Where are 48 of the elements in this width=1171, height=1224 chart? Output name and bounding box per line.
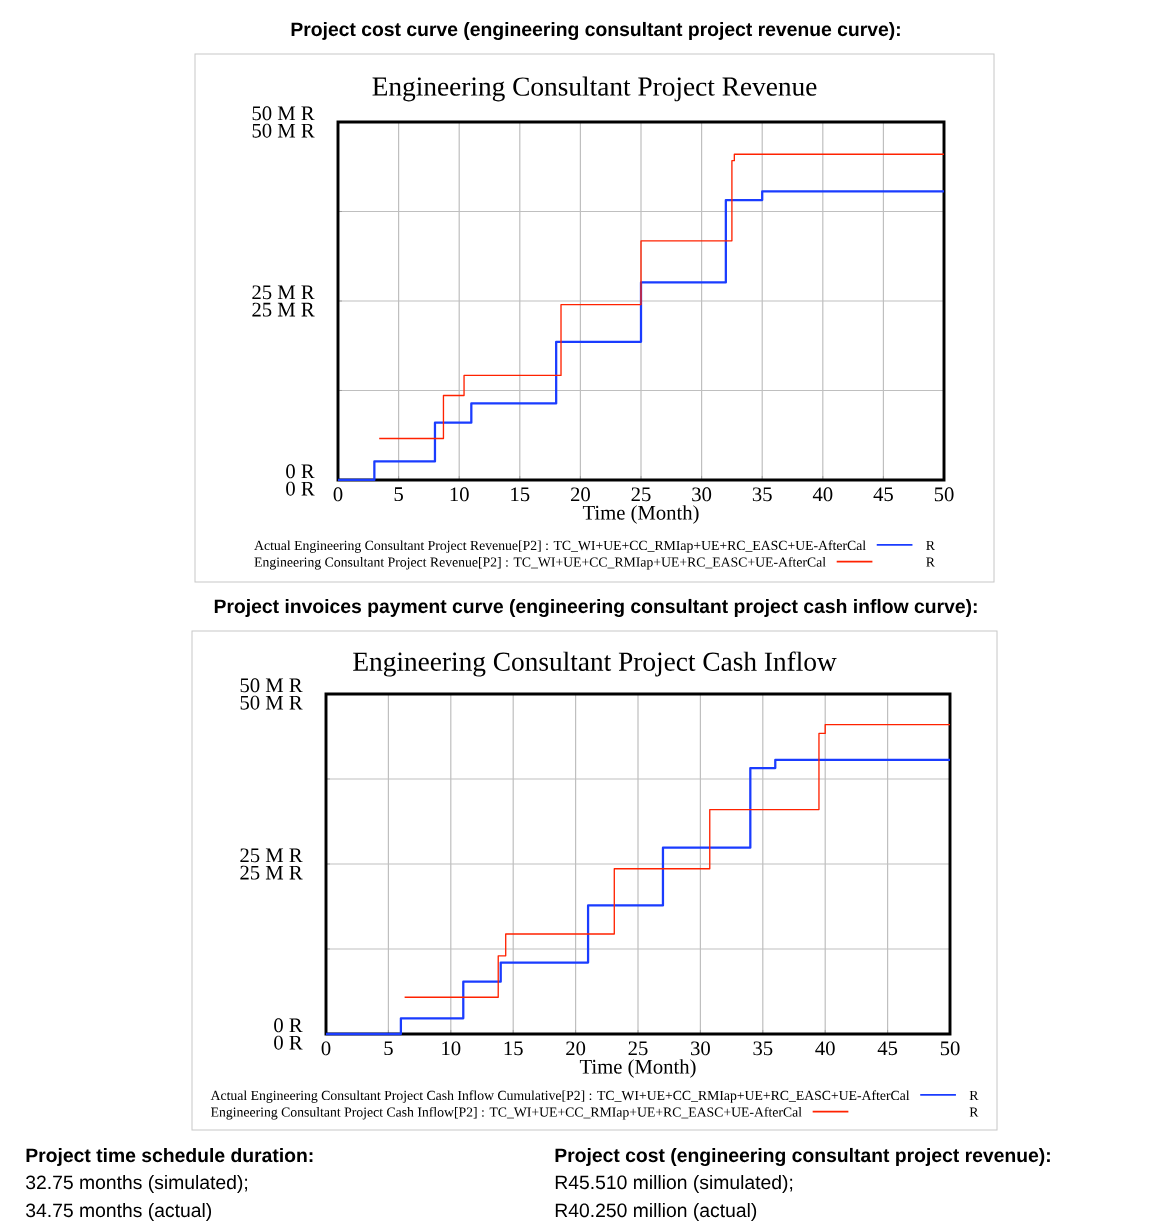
text: Project time schedule duration: (26, 1147, 313, 1167)
y-tick-label: 50 M R (240, 678, 303, 693)
y-tick-label: 25 M R (252, 285, 315, 300)
x-tick-label: 45 (873, 487, 893, 502)
text: 32.75 months (simulated); (26, 1174, 247, 1194)
x-tick-label: 35 (753, 1041, 773, 1056)
text: R (926, 557, 935, 567)
x-tick-label: 20 (570, 487, 590, 502)
legend-label: Actual Engineering Consultant Project Cash Inflow Cumulative[P2] : TC_WI+UE+CC_RMIap+UE+RC_EASC+UE-AfterCal (210, 1090, 910, 1103)
x-tick-label: 10 (450, 487, 469, 502)
y-tick-label: 50 M R (252, 106, 315, 121)
x-tick-label: 25 (631, 487, 651, 502)
x-tick-label: 45 (877, 1041, 898, 1056)
y-tick-label: 25 M R (240, 848, 303, 863)
text: R (926, 540, 935, 550)
x-tick-label: 50 (940, 1041, 960, 1056)
chart-subtitle: Engineering Consultant Project Cash Inflow (353, 651, 837, 677)
x-tick-label: 15 (504, 1041, 523, 1056)
x-tick-label: 35 (752, 487, 772, 502)
chart-subtitle: Engineering Consultant Project Revenue (372, 76, 817, 102)
x-tick-label: 10 (442, 1041, 461, 1056)
x-tick-label: 30 (691, 1041, 710, 1056)
x-axis-title: Time (Month) (582, 505, 699, 524)
x-tick-label: 5 (394, 487, 403, 502)
x-tick-label: 5 (384, 1041, 393, 1056)
legend-label: Engineering Consultant Project Revenue[P2] : TC_WI+UE+CC_RMIap+UE+RC_EASC+UE-AfterCal (254, 556, 826, 570)
chart-title: Project cost curve (engineering consultant project revenue curve): (291, 21, 900, 41)
y-tick-label: 0 R (274, 1018, 303, 1033)
x-axis-title: Time (Month) (579, 1059, 696, 1078)
text: R45.510 million (simulated); (555, 1174, 793, 1194)
text: 34.75 months (actual) (26, 1202, 212, 1222)
x-tick-label: 0 (333, 487, 343, 502)
text: R (969, 1090, 979, 1100)
x-tick-label: 40 (812, 487, 833, 502)
legend-label: Engineering Consultant Project Cash Inflow[P2] : TC_WI+UE+CC_RMIap+UE+RC_EASC+UE-AfterCal (210, 1106, 802, 1120)
x-tick-label: 30 (692, 487, 712, 502)
x-tick-label: 20 (566, 1041, 586, 1056)
x-tick-label: 50 (934, 487, 954, 502)
x-tick-label: 15 (511, 487, 530, 502)
text: R (969, 1107, 979, 1117)
y-tick-label: 0 R (286, 464, 315, 479)
x-tick-label: 25 (628, 1041, 648, 1056)
legend-label: Actual Engineering Consultant Project Revenue[P2] : TC_WI+UE+CC_RMIap+UE+RC_EASC+UE-AfterCal (254, 540, 866, 553)
text: Project cost (engineering consultant project revenue): (555, 1147, 1050, 1167)
x-tick-label: 40 (815, 1041, 835, 1056)
text: R40.250 million (actual) (555, 1202, 757, 1222)
chart-title: Project invoices payment curve (engineering consultant project cash inflow curve): (214, 598, 977, 618)
x-tick-label: 0 (321, 1041, 331, 1056)
